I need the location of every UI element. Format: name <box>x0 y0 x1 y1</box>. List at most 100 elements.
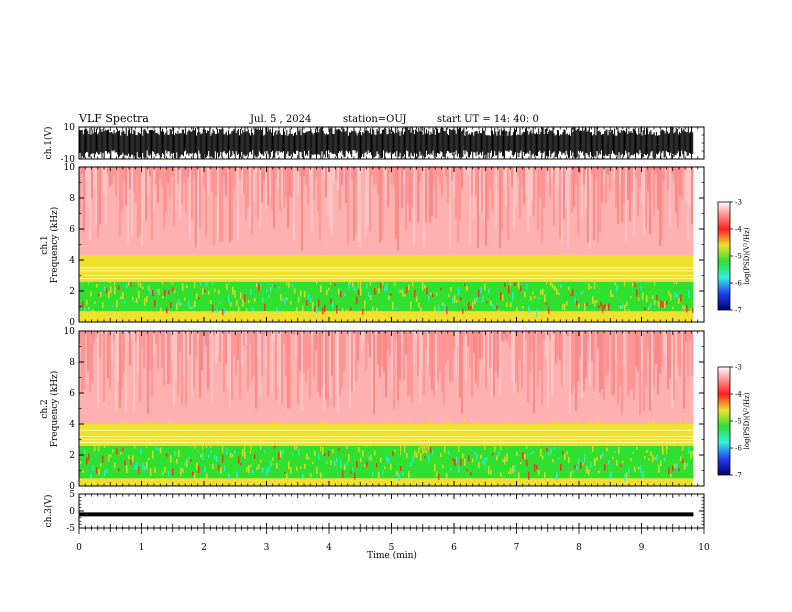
ch1-spectrogram-speckle <box>522 306 524 309</box>
ch1-spectrogram-speckle <box>510 302 512 308</box>
ch1-spectrogram-speckle <box>578 273 580 281</box>
ch1-spectrogram-speckle <box>588 283 590 290</box>
ch1-spectrogram-speckle <box>104 286 106 292</box>
ch1-spectrogram-speckle <box>114 287 116 295</box>
ch2-spectrogram-speckle <box>378 471 380 479</box>
ch1-spectrogram-speckle <box>516 307 518 313</box>
ch2-spectrogram-speckle <box>410 462 412 468</box>
ch2-spectrogram-speckle <box>90 473 92 479</box>
ch1-spectrogram-speckle <box>564 304 566 311</box>
ch2-spectrogram-speckle <box>548 452 550 456</box>
ch1-spectrogram-speckle <box>634 282 636 288</box>
ch2-spectrogram-speckle <box>688 447 690 454</box>
ch2-spectrogram-speckle <box>334 460 336 467</box>
ch1-spectrogram-speckle <box>182 270 184 279</box>
ch2-spectrogram-speckle <box>606 447 608 452</box>
y-tick-label: 0 <box>69 318 75 328</box>
ch1-spectrogram-speckle <box>260 283 262 287</box>
ch1-spectrogram-speckle <box>142 286 144 290</box>
ch2-spectrogram-speckle <box>312 425 314 432</box>
ch1-spectrogram-speckle <box>414 289 416 297</box>
ch2-spectrogram-speckle <box>584 454 586 463</box>
ch2-spectrogram-speckle <box>220 467 222 474</box>
ch1-spectrogram-panel: 0 2 4 6 8 10 <box>64 163 705 328</box>
ch2-spectrogram-speckle <box>636 446 638 450</box>
ch2-spectrogram-speckle <box>80 461 82 464</box>
ch1-spectrogram-speckle <box>82 279 84 284</box>
ch2-spectrogram-speckle <box>544 472 546 478</box>
ch1-spectrogram-speckle <box>642 292 644 301</box>
ch1-spectrogram-speckle <box>308 265 310 268</box>
ch1-spectrogram-speckle <box>586 302 588 306</box>
ch1-spectrogram-speckle <box>166 307 168 314</box>
ch2-spectrogram-speckle <box>484 442 486 450</box>
ch2-spectrogram-speckle <box>290 467 292 474</box>
ch1-spectrogram-speckle <box>424 263 426 270</box>
ch2-spectrogram-speckle <box>436 471 438 477</box>
ch2-spectrogram-speckle <box>408 421 410 431</box>
y-tick-label: 8 <box>69 194 75 204</box>
ch2-spectrogram-speckle <box>530 452 532 455</box>
ch1-spectrogram-speckle <box>138 290 140 299</box>
ch1-spectrogram-speckle <box>208 258 210 269</box>
ch2-spectrogram-speckle <box>664 428 666 436</box>
ch2-spectrogram-speckle <box>202 453 204 460</box>
ch1-spectrogram-speckle <box>638 297 640 301</box>
ch1-spectrogram-speckle <box>150 289 152 295</box>
ch1-spectrogram-speckle <box>356 296 358 305</box>
ch2-spectrogram-speckle <box>392 451 394 457</box>
ch2-spectrogram-speckle <box>380 457 382 463</box>
ch2-spectrogram-speckle <box>120 428 122 437</box>
ch1-spectrogram-speckle <box>244 254 246 263</box>
ch2-spectrogram-speckle <box>628 468 630 474</box>
ch1-spectrogram-speckle <box>330 298 332 304</box>
ch1-spectrogram-speckle <box>684 306 686 310</box>
ch2-spectrogram-speckle <box>226 447 228 455</box>
ch2-spectrogram-speckle <box>402 472 404 476</box>
x-tick-label: 4 <box>326 543 332 553</box>
ch1-spectrogram-speckle <box>254 298 256 302</box>
ch2-spectrogram-speckle <box>386 455 388 462</box>
ch1-spectrogram-speckle <box>148 285 150 291</box>
ch1-spectrogram-speckle <box>468 302 470 310</box>
ch2-spectrogram-speckle <box>258 464 260 469</box>
ch2-spectrogram-speckle <box>506 422 508 427</box>
ch1-spectrogram-speckle <box>346 255 348 261</box>
ch2-spectrogram-speckle <box>320 442 322 452</box>
ch1-spectrogram-speckle <box>560 284 562 288</box>
ch1-spectrogram-speckle <box>100 292 102 298</box>
ch1-spectrogram-speckle <box>624 305 626 312</box>
ch2-spectrogram-speckle <box>638 466 640 470</box>
ch2-spectrogram-speckle <box>596 457 598 461</box>
ch2-spectrogram-speckle <box>518 472 520 481</box>
ch1-spectrogram-speckle <box>452 297 454 304</box>
ch1-spectrogram-speckle <box>90 290 92 297</box>
ch1-spectrogram-speckle <box>186 285 188 288</box>
ch1-spectrogram-speckle <box>508 255 510 258</box>
ch2-spectrogram-speckle <box>592 445 594 452</box>
ch1-spectrogram-speckle <box>216 308 218 313</box>
ch2-spectrogram-speckle <box>166 428 168 431</box>
ch1-spectrogram-speckle <box>392 302 394 310</box>
ch1-spectrogram-speckle <box>546 279 548 285</box>
ch2-spectrogram-speckle <box>508 424 510 433</box>
ch1-spectrogram-speckle <box>416 296 418 302</box>
ch2-spectrogram-speckle <box>250 444 252 454</box>
ch1-spectrogram-speckle <box>400 269 402 279</box>
ch2-spectrogram-speckle <box>658 464 660 473</box>
y-tick-label: 2 <box>69 451 75 461</box>
ch1-spectrogram-speckle <box>692 307 694 313</box>
ch1-spectrogram-speckle <box>130 255 132 259</box>
ch1-spectrogram-speckle <box>222 309 224 315</box>
ch2-spectrogram-speckle <box>464 417 466 422</box>
ch2-spectrogram-speckle <box>424 456 426 459</box>
ch1-spectrogram-speckle <box>662 267 664 272</box>
ch1-spectrogram-speckle <box>550 281 552 287</box>
ch2-spectrogram-speckle <box>254 454 256 459</box>
x-tick-label: 9 <box>639 543 645 553</box>
ch2-spectrogram-speckle <box>516 431 518 435</box>
ch1-spectrogram-speckle <box>386 283 388 291</box>
ch2-spectrogram-speckle <box>238 456 240 464</box>
ch1-spectrogram-speckle <box>556 288 558 295</box>
ch2-spectrogram-speckle <box>504 456 506 465</box>
